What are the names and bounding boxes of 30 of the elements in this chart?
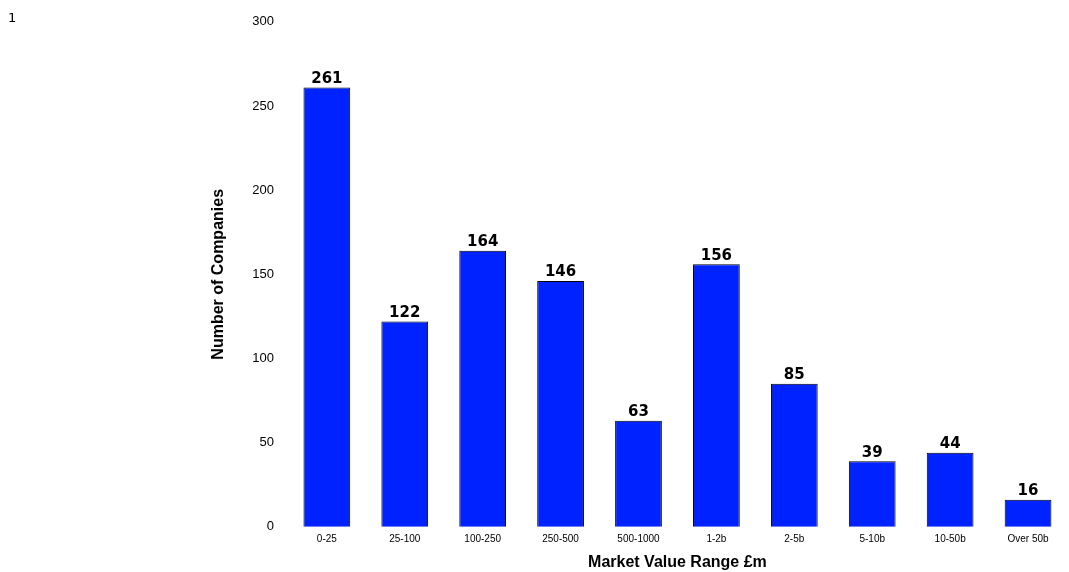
x-axis-title: Market Value Range £m [588,552,767,570]
x-tick-label: 25-100 [389,532,421,544]
data-label: 63 [628,402,649,421]
x-tick-label: 500-1000 [617,532,661,544]
data-label: 122 [389,302,421,321]
x-tick-label: 5-10b [859,532,886,544]
y-tick-label: 150 [252,265,274,281]
y-tick-label: 200 [252,181,274,197]
x-tick-label: 2-5b [784,532,805,544]
data-label: 146 [544,262,577,281]
text: 1 [8,10,17,25]
y-tick-label: 300 [252,13,274,29]
y-tick-label: 250 [252,97,274,113]
x-tick-label: 0-25 [316,532,338,544]
data-label: 44 [939,434,961,453]
x-tick-label: 100-250 [464,532,502,544]
x-tick-label: 250-500 [542,532,580,544]
x-tick-label: 10-50b [934,532,967,544]
data-label: 85 [783,365,805,384]
data-label: 164 [467,232,499,251]
data-label: 156 [700,245,733,264]
y-tick-label: 50 [259,434,274,450]
data-label: 16 [1017,481,1039,500]
data-label: 39 [861,442,883,461]
y-tick-label: 0 [266,518,274,534]
x-tick-label: Over 50b [1007,532,1050,544]
y-axis-title: Number of Companies [209,188,227,360]
data-label: 261 [311,68,343,87]
x-tick-label: 1-2b [706,532,727,544]
y-tick-label: 100 [252,350,274,366]
